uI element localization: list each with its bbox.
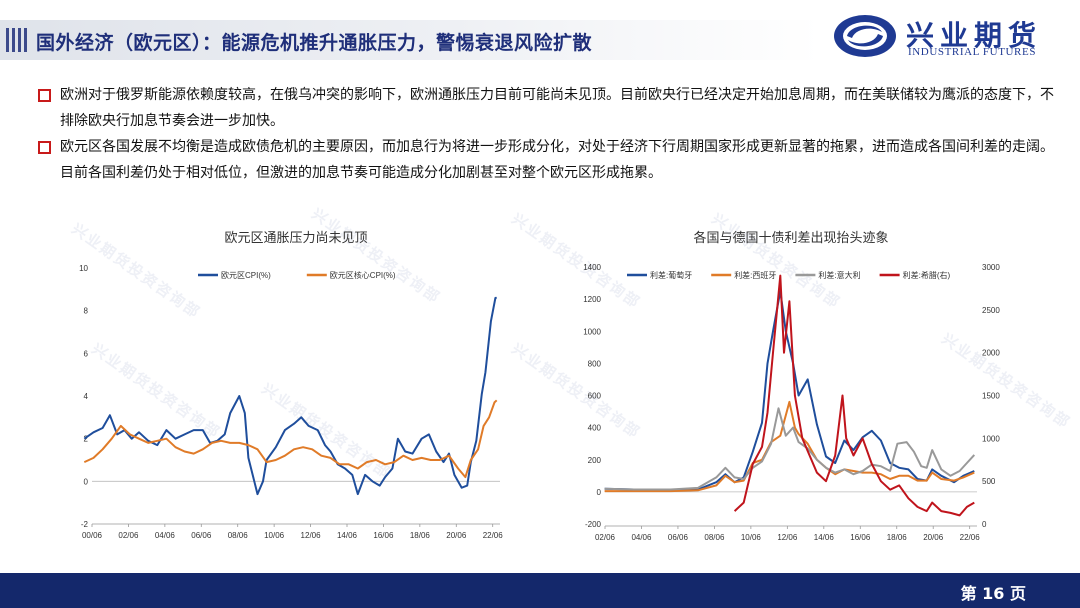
x-tick-label-7: 14/06 bbox=[337, 531, 358, 540]
y-tick-label-1: 0 bbox=[597, 488, 602, 497]
y-tick-label-8: 1400 bbox=[583, 263, 601, 272]
series-line-1 bbox=[604, 400, 975, 493]
paragraph-2-text: 欧元区各国发展不均衡是造成欧债危机的主要原因，而加息行为将进一步形成分化，对处于… bbox=[60, 139, 1054, 181]
header: 国外经济（欧元区）：能源危机推升通胀压力，警惕衰退风险扩散 兴业期货 INDUS… bbox=[0, 0, 1080, 78]
page-number: 第 16 页 bbox=[960, 584, 1026, 603]
paragraph-1: 欧洲对于俄罗斯能源依赖度较高，在俄乌冲突的影响下，欧洲通胀压力目前可能尚未见顶。… bbox=[38, 82, 1058, 134]
y-tick-label-0: -200 bbox=[585, 520, 602, 529]
y-right-tick-label-5: 2500 bbox=[982, 306, 1000, 315]
y-right-tick-label-2: 1000 bbox=[982, 434, 1000, 443]
logo-mark-icon bbox=[834, 15, 896, 57]
paragraph-1-text: 欧洲对于俄罗斯能源依赖度较高，在俄乌冲突的影响下，欧洲通胀压力目前可能尚未见顶。… bbox=[60, 87, 1054, 129]
page-title: 国外经济（欧元区）：能源危机推升通胀压力，警惕衰退风险扩散 bbox=[36, 32, 593, 54]
y-tick-label-4: 6 bbox=[84, 349, 89, 358]
y-tick-label-4: 600 bbox=[588, 392, 602, 401]
legend-label-1: 利差:西班牙 bbox=[734, 270, 776, 280]
y-tick-label-0: -2 bbox=[81, 520, 89, 529]
x-tick-label-8: 18/06 bbox=[887, 533, 908, 542]
x-tick-label-6: 12/06 bbox=[301, 531, 322, 540]
x-tick-label-2: 06/06 bbox=[668, 533, 689, 542]
x-tick-label-9: 20/06 bbox=[923, 533, 944, 542]
footer-bar: 第 16 页 bbox=[0, 573, 1080, 608]
y-tick-label-6: 10 bbox=[79, 264, 88, 273]
x-tick-label-10: 22/06 bbox=[960, 533, 981, 542]
x-tick-label-8: 16/06 bbox=[373, 531, 394, 540]
legend-label-2: 利差:意大利 bbox=[818, 270, 860, 280]
x-tick-label-4: 10/06 bbox=[741, 533, 762, 542]
y-tick-label-2: 2 bbox=[84, 435, 89, 444]
chart-title: 欧元区通胀压力尚未见顶 bbox=[224, 230, 367, 245]
series-line-0 bbox=[83, 296, 497, 496]
y-right-tick-label-0: 0 bbox=[982, 520, 987, 529]
y-tick-label-1: 0 bbox=[84, 477, 89, 486]
y-tick-label-5: 8 bbox=[84, 307, 89, 316]
x-tick-label-0: 02/06 bbox=[595, 533, 616, 542]
title-bar: 国外经济（欧元区）：能源危机推升通胀压力，警惕衰退风险扩散 bbox=[0, 20, 820, 60]
title-stripes-decoration bbox=[6, 28, 28, 52]
x-tick-label-9: 18/06 bbox=[410, 531, 431, 540]
y-right-tick-label-1: 500 bbox=[982, 477, 996, 486]
x-tick-label-1: 04/06 bbox=[631, 533, 652, 542]
x-tick-label-7: 16/06 bbox=[850, 533, 871, 542]
bullet-square-icon bbox=[38, 141, 51, 154]
y-right-tick-label-4: 2000 bbox=[982, 349, 1000, 358]
logo-text-cn: 兴业期货 bbox=[906, 19, 1043, 52]
legend-label-3: 利差:希腊(右) bbox=[903, 270, 951, 280]
chart-title: 各国与德国十债利差出现抬头迹象 bbox=[693, 230, 888, 245]
paragraph-2: 欧元区各国发展不均衡是造成欧债危机的主要原因，而加息行为将进一步形成分化，对处于… bbox=[38, 134, 1058, 186]
x-tick-label-4: 08/06 bbox=[228, 531, 249, 540]
bullet-square-icon bbox=[38, 89, 51, 102]
y-right-tick-label-3: 1500 bbox=[982, 392, 1000, 401]
legend-label-1: 欧元区核心CPI(%) bbox=[330, 270, 396, 280]
x-tick-label-2: 04/06 bbox=[155, 531, 176, 540]
x-tick-label-3: 06/06 bbox=[191, 531, 212, 540]
x-tick-label-5: 12/06 bbox=[777, 533, 798, 542]
y-tick-label-2: 200 bbox=[588, 456, 602, 465]
x-tick-label-5: 10/06 bbox=[264, 531, 285, 540]
x-tick-label-3: 08/06 bbox=[704, 533, 725, 542]
series-line-1 bbox=[83, 399, 498, 479]
y-right-tick-label-6: 3000 bbox=[982, 263, 1000, 272]
x-tick-label-6: 14/06 bbox=[814, 533, 835, 542]
logo-text-en: INDUSTRIAL FUTURES bbox=[908, 46, 1037, 58]
legend-label-0: 欧元区CPI(%) bbox=[221, 270, 271, 280]
x-tick-label-10: 20/06 bbox=[446, 531, 467, 540]
x-tick-label-0: 00/06 bbox=[82, 531, 103, 540]
x-tick-label-1: 02/06 bbox=[118, 531, 139, 540]
brand-logo: 兴业期货 INDUSTRIAL FUTURES bbox=[832, 12, 1064, 62]
series-line-2 bbox=[604, 407, 976, 491]
y-tick-label-5: 800 bbox=[588, 359, 602, 368]
body-text: 欧洲对于俄罗斯能源依赖度较高，在俄乌冲突的影响下，欧洲通胀压力目前可能尚未见顶。… bbox=[38, 82, 1058, 186]
y-tick-label-7: 1200 bbox=[583, 295, 601, 304]
y-tick-label-3: 400 bbox=[588, 424, 602, 433]
y-tick-label-6: 1000 bbox=[583, 327, 601, 336]
y-tick-label-3: 4 bbox=[84, 392, 89, 401]
legend-label-0: 利差:葡萄牙 bbox=[650, 270, 692, 280]
series-line-3 bbox=[733, 274, 975, 517]
x-tick-label-11: 22/06 bbox=[483, 531, 504, 540]
charts-area: 欧元区通胀压力尚未见顶欧元区CPI(%) 欧元区核心CPI(%) -2 0 2 4 6 8 10… bbox=[0, 220, 1080, 560]
